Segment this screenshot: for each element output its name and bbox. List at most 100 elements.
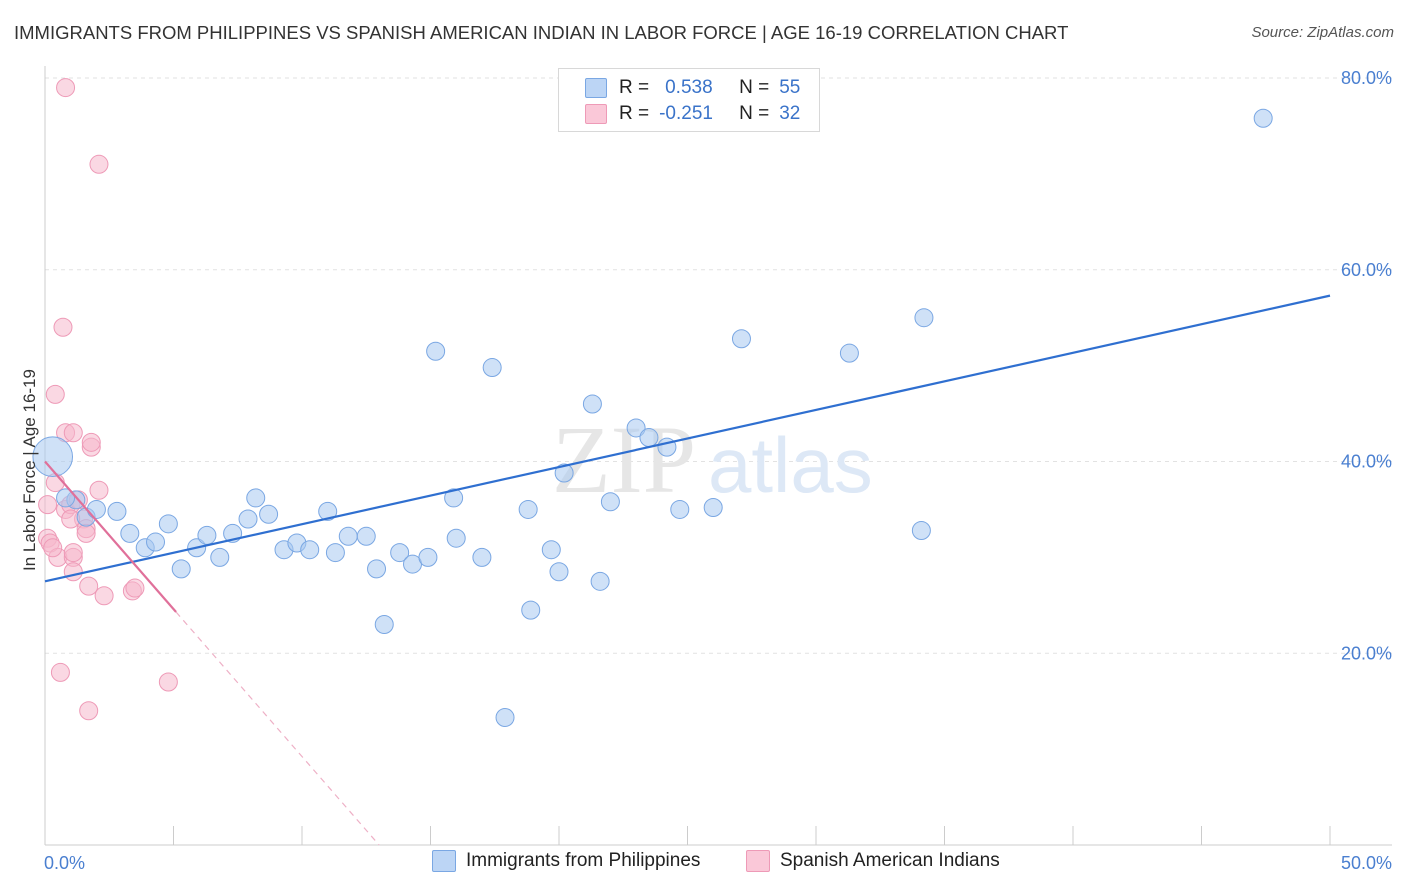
data-point-spanish-american-indians [81, 432, 101, 452]
watermark-atlas: atlas [708, 421, 873, 509]
legend-n-value: 32 [779, 103, 801, 124]
data-point-immigrants-from-philippines [210, 547, 230, 567]
data-point-immigrants-from-philippines [325, 543, 345, 563]
series-spanish-american-indians [38, 78, 178, 721]
data-point-spanish-american-indians [50, 662, 70, 682]
data-point-spanish-american-indians [38, 495, 58, 515]
data-point-immigrants-from-philippines [731, 329, 751, 349]
data-point-spanish-american-indians [89, 480, 109, 500]
legend-r-label: R = [619, 103, 650, 124]
data-point-immigrants-from-philippines [600, 492, 620, 512]
legend-n-value: 55 [779, 77, 801, 98]
data-point-immigrants-from-philippines [32, 436, 74, 478]
data-point-immigrants-from-philippines [582, 394, 602, 414]
bottom-swatch-pink [746, 850, 770, 872]
stats-legend: R = 0.538 N = 55 R = -0.251 N = 32 [558, 68, 820, 132]
data-point-immigrants-from-philippines [839, 343, 859, 363]
data-point-spanish-american-indians [63, 543, 83, 563]
bottom-legend-spanish-american-indians: Spanish American Indians [746, 850, 1000, 872]
trendlines [44, 294, 1331, 846]
legend-r-label: R = [619, 77, 650, 98]
data-point-immigrants-from-philippines [1253, 108, 1273, 128]
source-credit: Source: ZipAtlas.com [1251, 24, 1394, 41]
data-point-immigrants-from-philippines [197, 525, 217, 545]
data-point-immigrants-from-philippines [482, 358, 502, 378]
data-point-immigrants-from-philippines [246, 488, 266, 508]
data-point-spanish-american-indians [63, 562, 83, 582]
data-point-spanish-american-indians [79, 576, 99, 596]
y-tick-label: 80.0% [1341, 68, 1392, 88]
data-point-immigrants-from-philippines [300, 540, 320, 560]
trendline-extension-spanish-american-indians [175, 611, 380, 846]
data-point-spanish-american-indians [43, 538, 63, 558]
data-point-immigrants-from-philippines [171, 559, 191, 579]
data-point-immigrants-from-philippines [86, 499, 106, 519]
data-point-immigrants-from-philippines [541, 540, 561, 560]
data-point-spanish-american-indians [56, 78, 76, 98]
data-point-spanish-american-indians [89, 154, 109, 174]
trendline-spanish-american-indians [44, 460, 177, 613]
y-tick-label: 60.0% [1341, 260, 1392, 280]
x-tick-label: 50.0% [1341, 853, 1392, 873]
data-point-immigrants-from-philippines [703, 498, 723, 518]
data-point-immigrants-from-philippines [590, 571, 610, 591]
data-point-immigrants-from-philippines [518, 499, 538, 519]
legend-row-philippines: R = 0.538 N = 55 [585, 76, 800, 100]
data-point-immigrants-from-philippines [146, 532, 166, 552]
data-point-immigrants-from-philippines [390, 543, 410, 563]
legend-r-value: 0.538 [665, 77, 713, 98]
data-point-spanish-american-indians [125, 578, 145, 598]
data-point-immigrants-from-philippines [914, 308, 934, 328]
data-point-immigrants-from-philippines [670, 499, 690, 519]
gridlines [45, 77, 1392, 654]
x-tick-label: 0.0% [44, 853, 85, 873]
data-point-immigrants-from-philippines [107, 501, 127, 521]
legend-swatch-blue [585, 78, 607, 98]
bottom-swatch-blue [432, 850, 456, 872]
data-point-immigrants-from-philippines [318, 501, 338, 521]
data-point-immigrants-from-philippines [626, 418, 646, 438]
trendline-philippines [44, 294, 1331, 583]
data-point-immigrants-from-philippines [238, 509, 258, 529]
data-point-spanish-american-indians [53, 317, 73, 337]
legend-n-label: N = [739, 77, 770, 98]
legend-n-label: N = [739, 103, 770, 124]
data-point-immigrants-from-philippines [259, 504, 279, 524]
data-point-immigrants-from-philippines [56, 488, 76, 508]
data-point-immigrants-from-philippines [639, 428, 659, 448]
watermark-zip: ZIP [552, 406, 696, 513]
data-point-spanish-american-indians [45, 384, 65, 404]
data-point-immigrants-from-philippines [444, 488, 464, 508]
data-point-immigrants-from-philippines [426, 341, 446, 361]
data-point-spanish-american-indians [76, 523, 96, 543]
data-point-immigrants-from-philippines [374, 614, 394, 634]
data-point-immigrants-from-philippines [367, 559, 387, 579]
chart-title: IMMIGRANTS FROM PHILIPPINES VS SPANISH A… [14, 22, 1069, 43]
data-point-immigrants-from-philippines [120, 523, 140, 543]
data-point-immigrants-from-philippines [495, 707, 515, 727]
data-point-spanish-american-indians [158, 672, 178, 692]
bottom-legend-philippines: Immigrants from Philippines [432, 850, 700, 872]
data-point-immigrants-from-philippines [338, 526, 358, 546]
data-point-immigrants-from-philippines [446, 528, 466, 548]
data-point-immigrants-from-philippines [356, 526, 376, 546]
bottom-legend-label: Spanish American Indians [780, 850, 1000, 871]
data-point-immigrants-from-philippines [911, 521, 931, 541]
data-point-immigrants-from-philippines [472, 547, 492, 567]
y-tick-label: 40.0% [1341, 452, 1392, 472]
bottom-legend-label: Immigrants from Philippines [466, 850, 701, 871]
data-point-spanish-american-indians [79, 701, 99, 721]
data-point-spanish-american-indians [63, 423, 83, 443]
y-axis-label: In Labor Force | Age 16-19 [20, 369, 39, 571]
data-point-immigrants-from-philippines [549, 562, 569, 582]
legend-swatch-pink [585, 104, 607, 124]
series-immigrants-from-philippines [32, 99, 1273, 727]
watermark: ZIP atlas [552, 406, 873, 513]
legend-r-value: -0.251 [659, 103, 713, 124]
data-point-immigrants-from-philippines [158, 514, 178, 534]
data-point-spanish-american-indians [94, 586, 114, 606]
data-point-immigrants-from-philippines [554, 463, 574, 483]
y-tick-label: 20.0% [1341, 643, 1392, 663]
tick-labels: 0.0% 50.0% 20.0% 40.0% 60.0% 80.0% [44, 68, 1392, 873]
